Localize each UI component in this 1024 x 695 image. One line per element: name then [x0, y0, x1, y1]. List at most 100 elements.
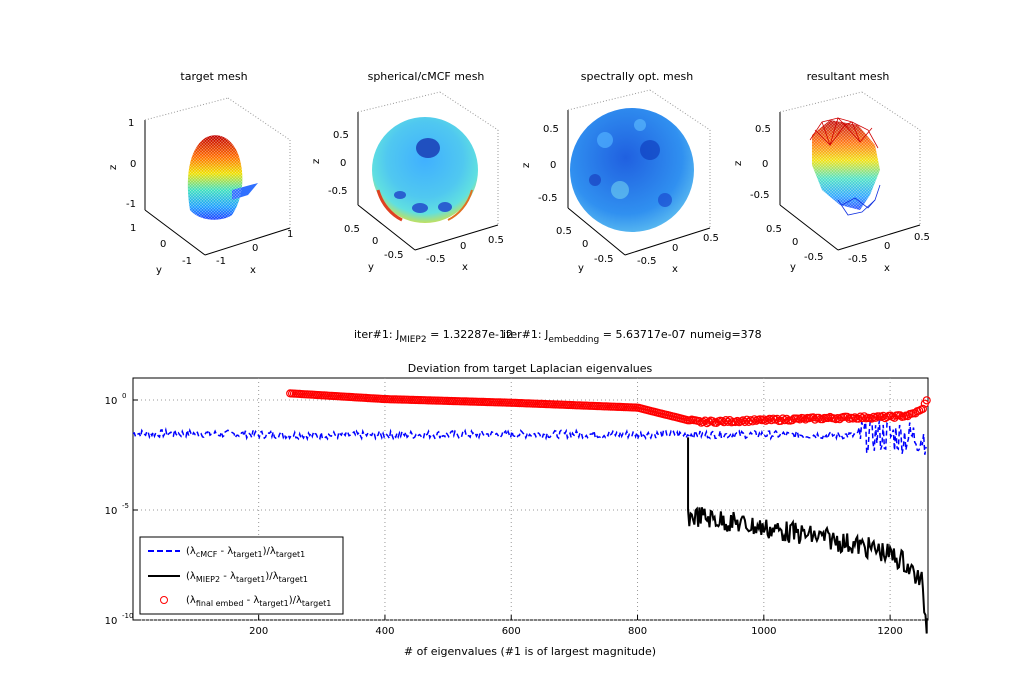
info-jmiep2-sub: MIEP2 [399, 335, 426, 345]
z-tick: 0 [762, 159, 768, 170]
marker-final-embed [750, 415, 759, 424]
marker-final-embed [700, 416, 710, 425]
z-tick: 0.5 [333, 130, 349, 141]
x-tick-label: 800 [628, 626, 647, 637]
subplot-title: spectrally opt. mesh [581, 70, 693, 83]
marker-final-embed [843, 412, 852, 421]
y-tick-label: 10 [105, 506, 118, 517]
cmcf-sphere-surface [372, 117, 478, 223]
marker-final-embed [738, 416, 748, 425]
y-tick: -0.5 [594, 254, 614, 265]
y-tick-label: 10 [105, 616, 118, 627]
series-line-miep2 [687, 437, 928, 634]
x-tick: 0 [884, 241, 890, 252]
x-tick: -0.5 [637, 256, 657, 267]
x-label: x [672, 264, 678, 275]
marker-final-embed [717, 417, 727, 426]
z-label: z [733, 161, 744, 166]
marker-final-embed [767, 416, 776, 425]
y-tick-exponent: -10 [122, 612, 133, 620]
y-label: y [578, 263, 584, 274]
marker-final-embed [699, 417, 708, 426]
series-line-cmcf [132, 417, 927, 455]
legend-label-final-embed: (λfinal embed - λtarget1)/λtarget1 [186, 595, 331, 608]
y-label: y [368, 262, 374, 273]
marker-final-embed [833, 414, 842, 423]
z-tick: -0.5 [328, 186, 348, 197]
marker-final-embed [808, 413, 818, 422]
x-tick-label: 1200 [877, 626, 902, 637]
x-tick-label: 200 [249, 626, 268, 637]
marker-final-embed [877, 412, 886, 421]
marker-final-embed [719, 418, 729, 427]
subplot-resultant-mesh: resultant mesh 0.5 0 -0.5 z 0.5 0 -0.5 y… [733, 70, 930, 274]
marker-final-embed [818, 415, 827, 424]
z-label: z [521, 163, 532, 168]
marker-final-embed [795, 415, 804, 424]
y-tick-exponent: 0 [122, 392, 126, 400]
z-tick: -1 [126, 199, 136, 210]
x-tick: -1 [216, 256, 226, 267]
y-tick-label: 10 [105, 396, 118, 407]
x-tick: 0 [672, 243, 678, 254]
main-plot: Deviation from target Laplacian eigenval… [105, 362, 931, 658]
y-tick: 1 [130, 223, 136, 234]
legend: (λcMCF - λtarget1)/λtarget1 (λMIEP2 - λt… [139, 536, 344, 615]
z-tick: 0.5 [755, 124, 771, 135]
y-tick: -1 [182, 256, 192, 267]
y-tick: 0 [372, 236, 378, 247]
legend-label-miep2: (λMIEP2 - λtarget1)/λtarget1 [186, 571, 308, 584]
z-tick: 0.5 [543, 124, 559, 135]
z-tick: 1 [128, 118, 134, 129]
marker-final-embed [858, 414, 867, 423]
series-miep2 [687, 437, 928, 634]
z-tick: 0 [550, 160, 556, 171]
marker-final-embed [918, 404, 928, 413]
marker-final-embed [723, 417, 732, 426]
spectral-sphere-surface [570, 108, 694, 232]
z-label: z [311, 159, 322, 164]
subplot-target-mesh: target mesh 1 0 -1 z 1 0 -1 y -1 0 1 x [108, 70, 293, 276]
x-tick: 0 [460, 241, 466, 252]
resultant-mesh-surface [809, 117, 881, 216]
marker-final-embed [860, 412, 869, 421]
x-tick: 0.5 [914, 232, 930, 243]
marker-final-embed [778, 414, 787, 423]
y-label: y [156, 265, 162, 276]
marker-final-embed [704, 417, 714, 426]
x-tick: 1 [287, 229, 293, 240]
subplot-spectrally-opt-mesh: spectrally opt. mesh 0.5 0 -0.5 z 0.5 0 … [521, 70, 719, 275]
y-tick-exponent: -5 [122, 502, 129, 510]
target-mesh-surface [187, 135, 258, 220]
z-tick: 0 [130, 159, 136, 170]
z-tick: -0.5 [538, 193, 558, 204]
y-tick: 0.5 [556, 226, 572, 237]
marker-final-embed [801, 415, 810, 424]
marker-final-embed [759, 415, 768, 424]
marker-final-embed [695, 417, 704, 426]
marker-final-embed [871, 413, 880, 422]
marker-final-embed [922, 396, 931, 405]
legend-label-cmcf: (λcMCF - λtarget1)/λtarget1 [186, 546, 305, 559]
y-tick: 0 [582, 239, 588, 250]
info-jembed-sub: embedding [548, 335, 599, 345]
info-numeig: numeig=378 [690, 328, 762, 341]
marker-final-embed [708, 417, 717, 426]
y-tick: -0.5 [804, 252, 824, 263]
marker-final-embed [748, 417, 757, 426]
subplot-title: spherical/cMCF mesh [368, 70, 485, 83]
info-jembed-value: = 5.63717e-07 [599, 328, 685, 341]
marker-final-embed [896, 411, 905, 420]
svg-text:iter#1: JMIEP2 = 1.32287e-12: iter#1: JMIEP2 = 1.32287e-12 [354, 328, 513, 345]
subplot-title: resultant mesh [807, 70, 890, 83]
series-cmcf [132, 417, 927, 455]
svg-text:iter#1: Jembedding = 5.63717e-: iter#1: Jembedding = 5.63717e-07 [503, 328, 686, 345]
marker-final-embed [765, 414, 774, 423]
x-label: x [462, 262, 468, 273]
marker-final-embed [763, 415, 772, 424]
x-tick: 0.5 [703, 233, 719, 244]
y-tick: 0 [792, 237, 798, 248]
chart-title: Deviation from target Laplacian eigenval… [408, 362, 653, 375]
x-tick: -0.5 [426, 254, 446, 265]
marker-final-embed [740, 417, 750, 427]
